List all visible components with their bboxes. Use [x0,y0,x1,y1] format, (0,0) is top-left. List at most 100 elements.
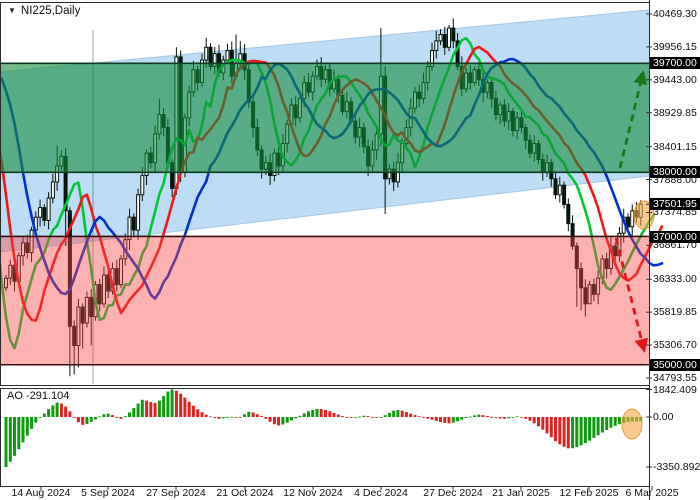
price-level-label: 39700.00 [650,57,700,70]
ao-bar [221,417,225,419]
candle [604,258,609,269]
ao-bar [8,417,12,462]
ao-bar [328,411,332,417]
candle [89,296,94,318]
ao-bar [443,417,447,423]
ao-bar [140,399,144,417]
price-axis-label: 35306.70 [653,339,697,352]
candle [42,207,47,221]
ao-bar [379,417,383,418]
chart-menu-icon[interactable]: ▼ [8,6,16,15]
ao-bar [541,417,545,430]
date-axis-label: 4 Dec 2024 [354,487,408,499]
date-axis-label: 6 Mar 2025 [625,487,679,499]
candle [630,210,635,228]
candle [29,229,34,254]
ao-bar [464,417,468,418]
ao-bar [588,417,592,441]
price-axis-label: 39956.15 [653,40,697,53]
ao-bar [89,417,93,422]
ao-bar [98,416,102,418]
candle [21,242,25,257]
ao-bar [217,417,221,419]
ao-bar [430,417,434,420]
ao-bar [485,416,489,417]
ao-bar [417,416,421,418]
ao-bar [409,413,413,417]
ao-bar [76,417,80,423]
date-axis-label: 27 Dec 2024 [423,487,483,499]
candle [557,184,562,196]
ao-bar [600,417,604,433]
ao-bar [404,412,408,417]
ao-bar [191,405,195,417]
price-axis-label: 35819.85 [653,306,697,319]
candle [131,216,136,231]
ao-bar [596,417,600,436]
ao-bar [422,417,425,418]
ao-bar [383,415,387,417]
candle [72,325,77,346]
ao-bar [332,413,336,417]
ao-bar [511,417,515,418]
candle [574,245,579,270]
candle [204,46,209,61]
ao-bar [528,417,532,421]
ao-bar [230,416,234,418]
ao-axis-label: 0.00 [653,411,674,423]
ao-bar [532,417,536,424]
ao-bar [17,417,21,450]
candle [46,197,51,221]
ao-bar [583,417,587,444]
ao-bar [520,416,523,418]
ao-bar [566,417,570,449]
ao-bar [200,412,204,417]
ao-bar [324,410,327,417]
price-axis-label: 36333.00 [653,273,697,286]
ao-bar [592,417,596,438]
ao-bar [238,416,242,418]
date-axis-label: 27 Sep 2024 [146,487,206,499]
ao-bar [345,417,349,418]
ao-bar [268,417,272,422]
candle [225,50,230,61]
candle [591,284,596,295]
ao-axis-label: -3350.892 [653,461,700,473]
ao-axis-label: 1842.409 [653,383,697,396]
candle [570,223,575,247]
ao-bar [94,417,97,420]
ao-bar [341,416,344,417]
ao-bar [605,417,609,430]
ao-bar [515,416,519,418]
ao-bar [502,417,506,419]
ao-bar [477,414,481,417]
price-level-label: 35000.00 [650,358,700,371]
ao-bar [166,391,170,417]
ao-bar [370,416,374,418]
candle [114,268,119,286]
candle [127,216,132,241]
channel-bottom-edge [0,175,650,253]
candle [97,284,102,305]
date-axis-label: 21 Jan 2025 [492,487,550,499]
ao-bar [375,417,379,418]
ao-bar [153,402,157,417]
ao-bar [277,417,281,426]
price-axis-label: 39443.00 [653,73,697,86]
ao-bar [392,410,396,417]
ao-bar [59,403,63,417]
ao-bar [558,417,562,445]
ao-bar [362,415,366,417]
candle [140,175,145,196]
ao-bar [439,417,442,423]
candle [447,27,451,48]
candle [84,296,89,324]
candle [451,27,456,42]
candle [8,264,13,279]
ao-bar [102,414,106,417]
ao-bar [524,417,528,419]
candle [76,306,81,346]
ao-bar [25,417,29,436]
